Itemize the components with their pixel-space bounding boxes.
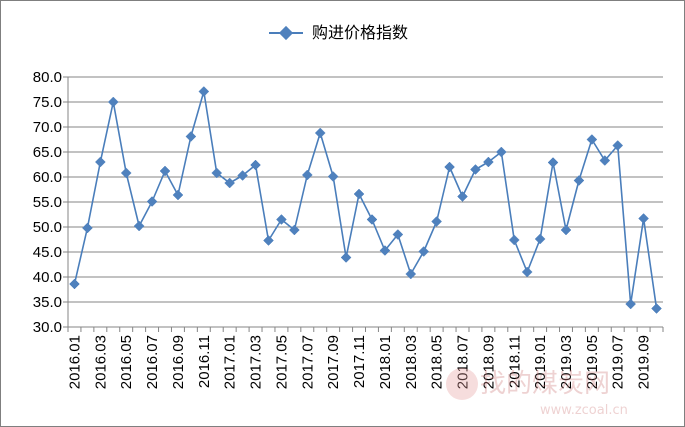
- data-point: [237, 170, 248, 181]
- data-point: [586, 134, 598, 145]
- y-tick-label: 50.0: [33, 219, 62, 236]
- x-tick-label: 2016.09: [170, 335, 187, 389]
- data-point: [508, 234, 520, 246]
- x-tick-label: 2018.05: [429, 335, 446, 389]
- data-point: [133, 220, 145, 232]
- data-point: [470, 164, 481, 175]
- data-point: [431, 216, 442, 227]
- data-point: [250, 159, 261, 171]
- data-point: [159, 165, 171, 177]
- data-point: [289, 224, 300, 236]
- data-point: [146, 196, 158, 207]
- x-tick-label: 2017.09: [325, 335, 342, 389]
- x-tick-label: 2016.05: [118, 335, 135, 389]
- legend: 购进价格指数: [269, 23, 408, 42]
- watermark-logo-icon: [446, 368, 478, 400]
- x-tick-label: 2017.05: [273, 335, 290, 389]
- y-tick-label: 60.0: [33, 169, 62, 186]
- data-point: [392, 229, 404, 240]
- data-point: [276, 214, 287, 225]
- data-point: [625, 298, 637, 310]
- x-tick-label: 2018.01: [377, 335, 394, 389]
- y-axis-ticks: 30.0 35.0 40.0 45.0 50.0 55.0 60.0 65.0 70.0 75.0…: [33, 69, 68, 336]
- data-point: [638, 213, 649, 224]
- legend-marker: [278, 25, 294, 41]
- y-tick-label: 35.0: [33, 294, 62, 311]
- data-point: [379, 245, 391, 256]
- data-point: [483, 156, 494, 168]
- y-tick-label: 45.0: [33, 244, 62, 261]
- x-tick-label: 2018.09: [480, 335, 497, 389]
- y-tick-label: 70.0: [33, 119, 62, 136]
- data-point: [560, 224, 572, 236]
- data-point: [69, 278, 80, 290]
- y-tick-label: 30.0: [33, 319, 62, 336]
- x-axis-ticks: 2016.01 2016.03 2016.05 2016.07 2016.09 2016.…: [66, 327, 664, 389]
- series-line: [73, 90, 658, 309]
- watermark-text: 找的煤炭网: [480, 369, 610, 399]
- data-point: [263, 235, 274, 246]
- data-point: [185, 131, 197, 142]
- data-point: [418, 246, 430, 257]
- data-point: [353, 188, 365, 200]
- x-tick-label: 2019.07: [610, 335, 627, 389]
- x-tick-label: 2017.11: [351, 335, 368, 388]
- data-point: [211, 167, 223, 179]
- y-tick-label: 55.0: [33, 194, 62, 211]
- x-tick-label: 2019.03: [558, 335, 575, 389]
- data-point: [599, 155, 611, 166]
- y-tick-label: 80.0: [33, 69, 62, 86]
- data-point: [573, 175, 585, 186]
- legend-label: 购进价格指数: [312, 23, 408, 42]
- data-point: [224, 177, 236, 189]
- x-tick-label: 2018.11: [506, 335, 523, 388]
- data-point: [172, 189, 184, 201]
- data-point: [94, 156, 106, 168]
- data-point: [521, 266, 533, 278]
- data-point: [651, 303, 662, 314]
- y-tick-label: 75.0: [33, 94, 62, 111]
- x-tick-label: 2019.09: [636, 335, 653, 389]
- watermark-url: www.zcoal.cn: [540, 403, 628, 418]
- data-point: [405, 268, 417, 280]
- data-point: [495, 146, 507, 158]
- x-tick-label: 2019.05: [584, 335, 601, 389]
- data-point: [120, 167, 132, 179]
- x-tick-label: 2017.07: [299, 335, 316, 389]
- series-group: [69, 86, 662, 314]
- data-point: [82, 222, 93, 234]
- data-point: [534, 233, 546, 245]
- x-tick-label: 2016.01: [66, 335, 83, 389]
- x-tick-label: 2017.01: [222, 335, 239, 389]
- data-point: [366, 214, 378, 225]
- data-point: [107, 96, 119, 108]
- watermark: 找的煤炭网 www.zcoal.cn: [446, 368, 628, 418]
- y-tick-label: 65.0: [33, 144, 62, 161]
- x-tick-label: 2019.01: [532, 335, 549, 389]
- x-tick-label: 2018.03: [403, 335, 420, 389]
- data-point: [547, 157, 559, 168]
- data-point: [612, 140, 624, 151]
- data-point: [314, 127, 326, 139]
- x-tick-label: 2016.11: [196, 335, 213, 388]
- x-tick-label: 2016.07: [144, 335, 161, 389]
- y-tick-label: 40.0: [33, 269, 62, 286]
- data-point: [340, 252, 352, 263]
- x-tick-label: 2017.03: [248, 335, 265, 389]
- grid-lines: [68, 76, 663, 303]
- x-tick-label: 2018.07: [455, 335, 472, 389]
- x-tick-label: 2016.03: [92, 335, 109, 389]
- data-point: [457, 191, 468, 202]
- data-point: [301, 169, 313, 181]
- data-point: [198, 86, 210, 97]
- data-point: [444, 161, 455, 173]
- data-point: [327, 171, 339, 182]
